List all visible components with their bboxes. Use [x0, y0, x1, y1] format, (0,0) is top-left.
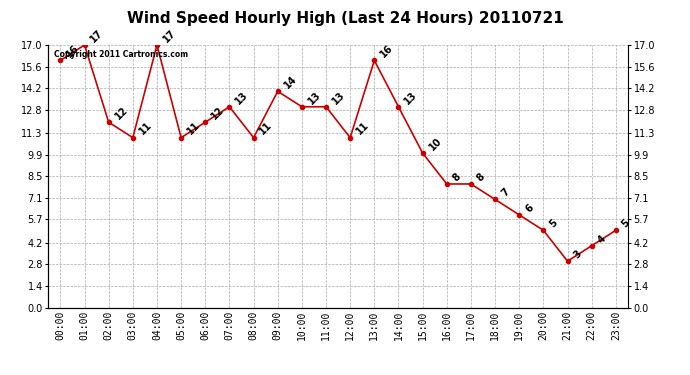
- Text: Wind Speed Hourly High (Last 24 Hours) 20110721: Wind Speed Hourly High (Last 24 Hours) 2…: [127, 11, 563, 26]
- Text: 14: 14: [282, 74, 299, 90]
- Text: 10: 10: [427, 136, 444, 152]
- Text: 13: 13: [403, 89, 420, 106]
- Text: 13: 13: [331, 89, 347, 106]
- Text: 17: 17: [89, 28, 106, 44]
- Text: 8: 8: [451, 171, 463, 183]
- Text: Copyright 2011 Cartronics.com: Copyright 2011 Cartronics.com: [54, 50, 188, 59]
- Text: 13: 13: [234, 89, 250, 106]
- Text: 16: 16: [65, 43, 81, 60]
- Text: 11: 11: [186, 120, 202, 137]
- Text: 5: 5: [548, 217, 560, 229]
- Text: 12: 12: [210, 105, 226, 122]
- Text: 11: 11: [137, 120, 154, 137]
- Text: 8: 8: [475, 171, 487, 183]
- Text: 4: 4: [596, 233, 608, 245]
- Text: 12: 12: [113, 105, 130, 122]
- Text: 6: 6: [524, 202, 535, 214]
- Text: 13: 13: [306, 89, 323, 106]
- Text: 11: 11: [258, 120, 275, 137]
- Text: 11: 11: [355, 120, 371, 137]
- Text: 16: 16: [379, 43, 395, 60]
- Text: 3: 3: [572, 249, 584, 260]
- Text: 17: 17: [161, 28, 178, 44]
- Text: 7: 7: [500, 187, 511, 199]
- Text: 5: 5: [620, 217, 632, 229]
